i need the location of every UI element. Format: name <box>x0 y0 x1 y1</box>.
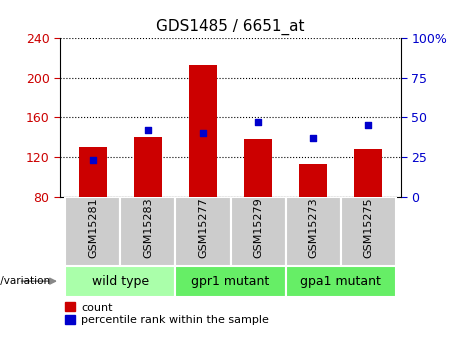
Text: GSM15279: GSM15279 <box>253 197 263 258</box>
Text: GSM15281: GSM15281 <box>88 197 98 258</box>
Bar <box>134 137 162 197</box>
Bar <box>244 139 272 197</box>
Bar <box>285 266 396 297</box>
Bar <box>65 197 120 266</box>
Bar <box>341 197 396 266</box>
Bar <box>120 197 176 266</box>
Text: GSM15277: GSM15277 <box>198 197 208 258</box>
Text: GSM15273: GSM15273 <box>308 197 318 258</box>
Bar <box>189 65 217 197</box>
Bar <box>285 197 341 266</box>
Text: GSM15275: GSM15275 <box>363 197 373 258</box>
Bar <box>355 149 382 197</box>
Title: GDS1485 / 6651_at: GDS1485 / 6651_at <box>156 19 305 35</box>
Bar <box>230 197 285 266</box>
Text: gpa1 mutant: gpa1 mutant <box>300 275 381 288</box>
Point <box>254 119 262 125</box>
Bar <box>79 147 106 197</box>
Legend: count, percentile rank within the sample: count, percentile rank within the sample <box>65 302 269 325</box>
Point <box>364 122 372 128</box>
Bar <box>176 266 285 297</box>
Text: GSM15283: GSM15283 <box>143 197 153 258</box>
Text: gpr1 mutant: gpr1 mutant <box>191 275 270 288</box>
Point <box>199 130 207 136</box>
Text: genotype/variation: genotype/variation <box>0 276 51 286</box>
Text: wild type: wild type <box>92 275 149 288</box>
Bar <box>176 197 230 266</box>
Point <box>309 135 317 141</box>
Point <box>89 157 97 163</box>
Bar <box>65 266 176 297</box>
Point <box>144 127 152 133</box>
Bar <box>299 164 327 197</box>
